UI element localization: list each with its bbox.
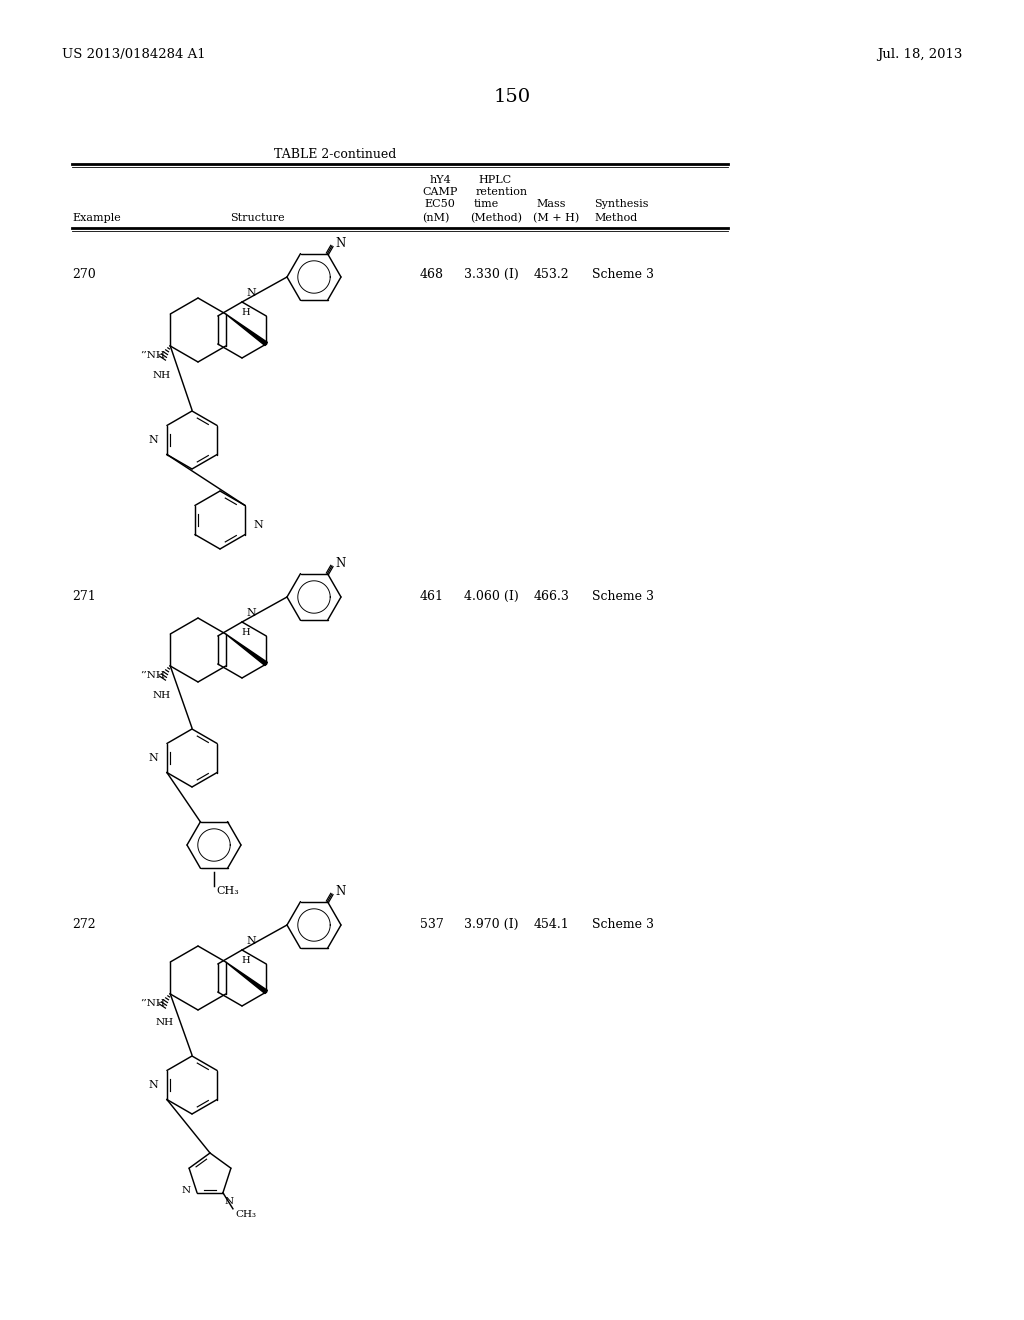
Text: 270: 270 [72,268,96,281]
Text: 271: 271 [72,590,96,603]
Text: NH: NH [153,371,170,380]
Text: time: time [474,199,500,209]
Text: 4.060 (I): 4.060 (I) [464,590,519,603]
Text: N: N [336,884,346,898]
Text: 3.330 (I): 3.330 (I) [464,268,519,281]
Text: N: N [336,557,346,570]
Text: NH: NH [156,1018,173,1027]
Text: ’’NH: ’’NH [140,999,165,1008]
Text: Synthesis: Synthesis [594,199,648,209]
Text: Structure: Structure [230,213,285,223]
Text: 272: 272 [72,917,95,931]
Text: Method: Method [594,213,637,223]
Text: H: H [242,628,250,638]
Text: CAMP: CAMP [422,187,458,197]
Text: N: N [225,1197,234,1205]
Text: EC50: EC50 [424,199,455,209]
Polygon shape [225,634,267,665]
Text: ’’NH: ’’NH [140,351,165,360]
Text: 454.1: 454.1 [534,917,569,931]
Text: Scheme 3: Scheme 3 [592,268,654,281]
Text: 466.3: 466.3 [534,590,570,603]
Text: 150: 150 [494,88,530,106]
Text: ’’NH: ’’NH [140,672,165,681]
Text: retention: retention [476,187,528,197]
Text: Jul. 18, 2013: Jul. 18, 2013 [877,48,962,61]
Text: Example: Example [72,213,121,223]
Text: TABLE 2-continued: TABLE 2-continued [273,148,396,161]
Text: 468: 468 [420,268,444,281]
Text: US 2013/0184284 A1: US 2013/0184284 A1 [62,48,206,61]
Text: N: N [182,1187,191,1196]
Text: N: N [148,436,158,445]
Text: Scheme 3: Scheme 3 [592,917,654,931]
Text: 537: 537 [420,917,443,931]
Text: 461: 461 [420,590,444,603]
Text: HPLC: HPLC [478,176,511,185]
Text: N: N [148,1080,158,1090]
Text: H: H [242,956,250,965]
Text: Scheme 3: Scheme 3 [592,590,654,603]
Polygon shape [225,962,267,994]
Text: NH: NH [153,690,170,700]
Text: N: N [246,936,256,946]
Text: H: H [242,308,250,317]
Text: N: N [148,752,158,763]
Text: (M + H): (M + H) [534,213,580,223]
Text: N: N [246,288,256,298]
Text: N: N [246,609,256,618]
Text: N: N [336,236,346,249]
Text: 3.970 (I): 3.970 (I) [464,917,518,931]
Text: CH₃: CH₃ [216,886,239,896]
Text: N: N [253,520,263,531]
Text: hY4: hY4 [430,176,452,185]
Text: (nM): (nM) [422,213,450,223]
Text: CH₃: CH₃ [234,1210,256,1218]
Polygon shape [225,314,267,346]
Text: (Method): (Method) [470,213,522,223]
Text: Mass: Mass [536,199,565,209]
Text: 453.2: 453.2 [534,268,569,281]
